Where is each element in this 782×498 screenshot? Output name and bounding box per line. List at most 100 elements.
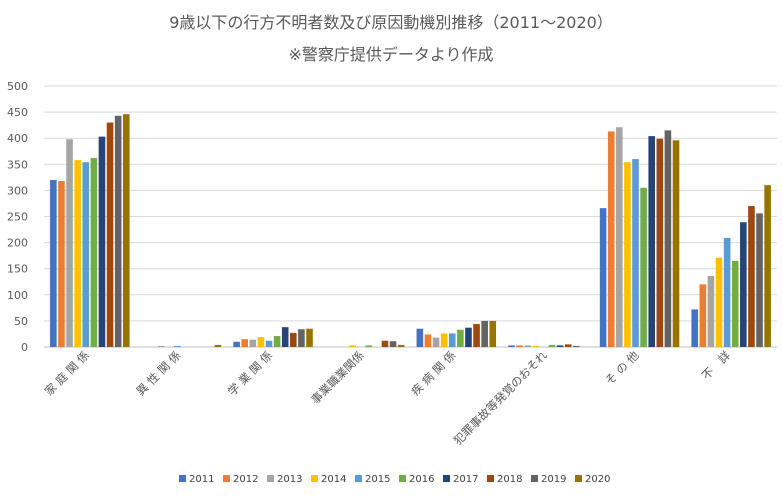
legend-swatch <box>223 475 230 482</box>
legend-swatch <box>311 475 318 482</box>
bar <box>748 206 755 347</box>
bar <box>90 158 98 347</box>
category-label: 異 性 関 係 <box>133 348 183 398</box>
bar <box>233 341 240 347</box>
legend-label: 2013 <box>277 474 302 485</box>
y-tick-label: 200 <box>7 237 28 250</box>
bar <box>448 333 456 347</box>
bar <box>508 345 515 347</box>
bar <box>424 334 432 347</box>
bar <box>564 344 572 347</box>
legend-swatch <box>355 475 362 482</box>
bar <box>98 136 106 347</box>
category-label: 疾 病 関 係 <box>408 348 458 398</box>
bar <box>624 162 631 347</box>
bar <box>50 179 57 347</box>
bar <box>465 327 472 347</box>
legend-swatch <box>443 475 450 482</box>
bar <box>66 139 73 347</box>
bar <box>715 257 723 347</box>
bar <box>672 140 680 347</box>
bar <box>524 345 531 347</box>
bar <box>731 260 739 347</box>
bar <box>381 340 389 347</box>
bar <box>273 336 281 347</box>
bar <box>640 187 647 347</box>
bars <box>50 114 771 348</box>
y-tick-label: 100 <box>7 289 28 302</box>
bar <box>556 345 564 347</box>
legend-label: 2016 <box>409 474 434 485</box>
category-label: 家 庭 関 係 <box>42 348 92 398</box>
y-tick-label: 150 <box>7 263 28 276</box>
bar <box>241 339 249 347</box>
bar <box>516 345 523 347</box>
bar <box>82 162 90 347</box>
bar <box>599 208 607 347</box>
bar <box>616 127 623 348</box>
legend-swatch <box>575 475 582 482</box>
bar <box>389 341 397 347</box>
bar <box>607 131 615 347</box>
bar <box>114 115 122 347</box>
y-tick-label: 350 <box>7 158 28 171</box>
category-label: 不 詳 <box>699 348 734 383</box>
y-tick-label: 250 <box>7 211 28 224</box>
bar <box>214 344 222 347</box>
y-axis: 0 50 100 150 200 250 300 350 400 450 500 <box>7 80 28 354</box>
legend-swatch <box>487 475 494 482</box>
bar <box>572 345 580 347</box>
bar <box>489 320 497 347</box>
legend-swatch <box>531 475 538 482</box>
legend-swatch <box>267 475 274 482</box>
gridlines <box>44 85 777 348</box>
bar <box>106 122 114 347</box>
x-axis: 家 庭 関 係異 性 関 係学 業 関 係事業職業関係疾 病 関 係犯罪事故等発… <box>42 348 734 448</box>
y-tick-label: 300 <box>7 184 28 197</box>
bar <box>257 337 265 347</box>
bar <box>457 329 464 347</box>
category-label: 学 業 関 係 <box>225 348 275 398</box>
legend-label: 2011 <box>189 474 214 485</box>
bar <box>481 320 488 347</box>
legend-label: 2018 <box>497 474 522 485</box>
bar <box>281 327 289 347</box>
bar <box>648 136 656 347</box>
y-tick-label: 500 <box>7 80 28 93</box>
bar <box>440 333 448 347</box>
bar <box>756 213 763 347</box>
category-label: 事業職業関係 <box>308 348 367 407</box>
legend-swatch <box>179 475 186 482</box>
legend-label: 2017 <box>453 474 478 485</box>
bar <box>365 345 373 347</box>
bar <box>632 159 639 347</box>
legend-label: 2019 <box>541 474 566 485</box>
bar <box>298 329 305 347</box>
bar <box>532 345 540 347</box>
bar <box>265 340 273 347</box>
y-tick-label: 450 <box>7 106 28 119</box>
bar <box>122 114 130 347</box>
y-tick-label: 50 <box>14 315 28 328</box>
bar <box>740 222 747 347</box>
bar <box>723 237 731 347</box>
legend: 2011 2012 2013 2014 2015 2016 2017 2018 2019 2020 <box>179 474 610 485</box>
bar <box>58 181 65 347</box>
bar <box>691 309 699 347</box>
bar <box>157 345 165 347</box>
bar <box>548 344 556 347</box>
bar <box>764 185 771 347</box>
category-label: 犯罪事故等発覚のおそれ <box>451 348 551 448</box>
bar <box>432 337 440 347</box>
bar <box>416 328 424 347</box>
bar <box>74 160 81 347</box>
bar <box>664 130 672 347</box>
bar <box>707 276 715 347</box>
bar <box>699 284 707 347</box>
bar <box>349 345 356 347</box>
bar <box>656 138 664 347</box>
legend-label: 2012 <box>233 474 258 485</box>
legend-swatch <box>399 475 406 482</box>
